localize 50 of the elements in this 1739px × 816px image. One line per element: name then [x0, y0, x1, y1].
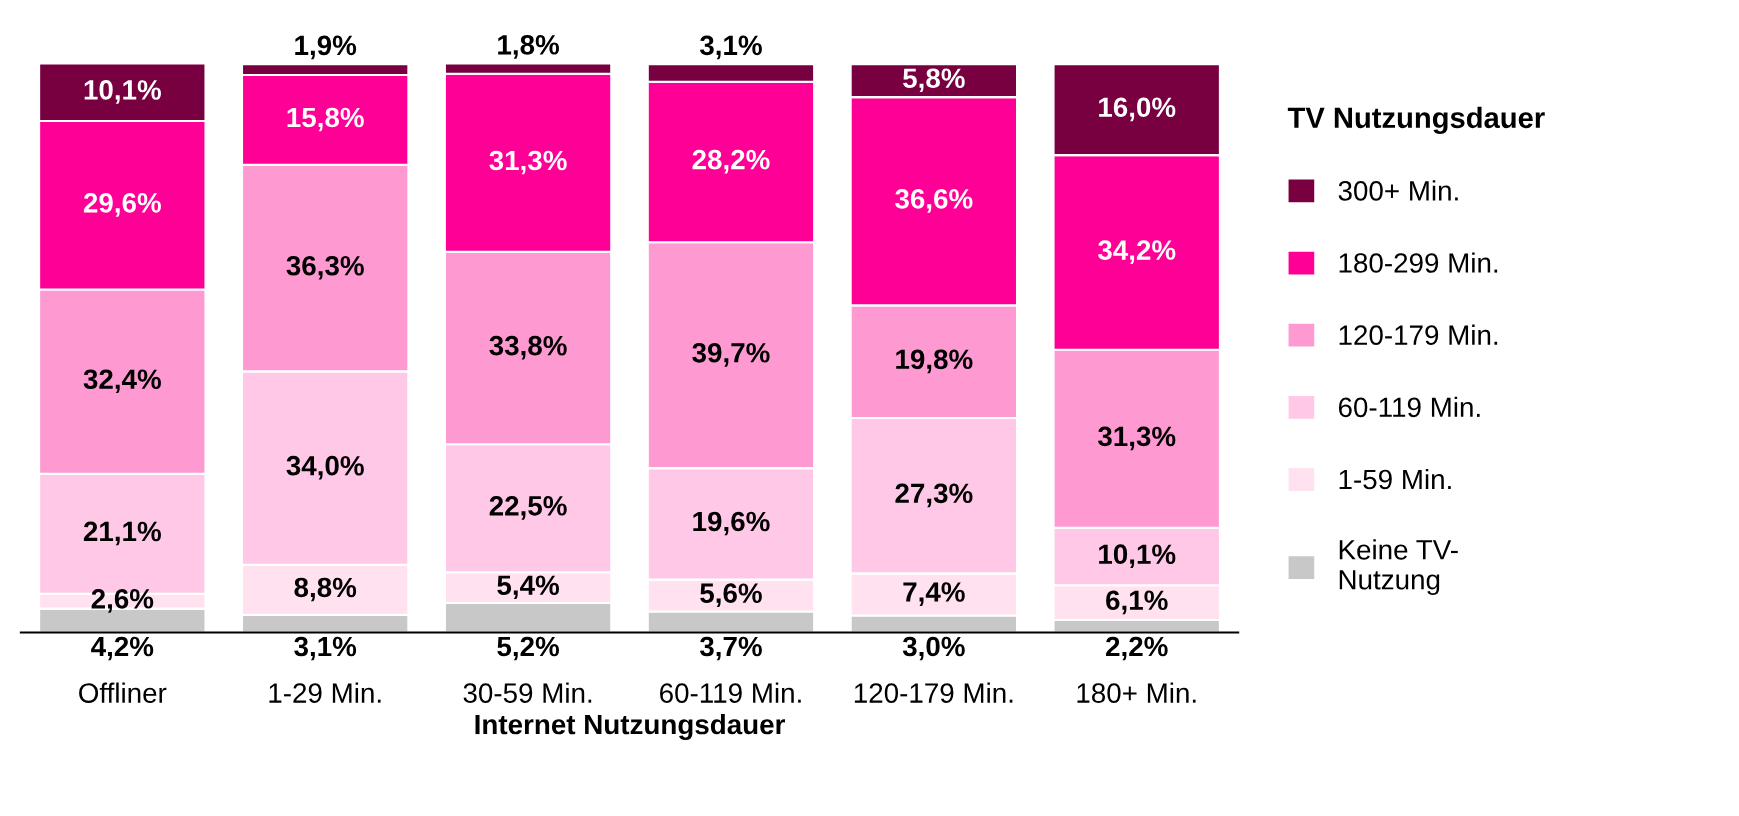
data-label: 15,8% — [287, 107, 364, 132]
data-label: 7,4% — [903, 582, 965, 606]
data-label: 4,2% — [91, 636, 154, 661]
x-tick-label: 1-29 Min. — [269, 682, 381, 703]
legend-label: 180-299 Min. — [1339, 252, 1498, 273]
data-label: 5,8% — [903, 68, 965, 93]
legend-label: Keine TV- Nutzung — [1339, 539, 1458, 596]
data-label: 36,3% — [286, 255, 364, 280]
data-label: 19,6% — [693, 511, 770, 536]
data-label: 39,7% — [692, 342, 770, 367]
data-label: 21,1% — [83, 521, 161, 546]
data-label: 34,2% — [1097, 240, 1176, 264]
data-label: 5,2% — [497, 636, 559, 661]
data-label: 2,2% — [1106, 636, 1168, 661]
data-label: 33,8% — [489, 335, 567, 360]
data-label: 8,8% — [294, 577, 357, 602]
data-label: 27,3% — [895, 483, 973, 508]
legend-title: TV Nutzungsdauer — [1287, 106, 1545, 135]
data-label: 6,1% — [1106, 590, 1168, 615]
data-label: 32,4% — [83, 369, 161, 394]
data-label: 3,1% — [294, 636, 357, 661]
data-label: 34,0% — [286, 455, 364, 480]
data-label: 2,6% — [91, 589, 154, 613]
data-label: 29,6% — [83, 193, 161, 217]
data-label: 16,0% — [1099, 97, 1176, 122]
x-tick-label: 60-119 Min. — [660, 682, 801, 703]
legend-label: 1-59 Min. — [1339, 468, 1451, 490]
legend-label: 120-179 Min. — [1339, 324, 1498, 345]
legend-label: 60-119 Min. — [1338, 396, 1480, 418]
legend-label: 300+ Min. — [1338, 180, 1458, 201]
data-label: 36,6% — [895, 189, 973, 213]
data-label: 31,3% — [1097, 426, 1176, 451]
data-label: 10,1% — [1099, 544, 1176, 569]
data-label: 5,6% — [700, 583, 762, 608]
x-tick-label: 120-179 Min. — [854, 682, 1013, 703]
x-tick-label: Offliner — [79, 682, 167, 703]
x-axis-title: Internet Nutzungsdauer — [475, 713, 785, 740]
data-label: 3,7% — [699, 636, 762, 661]
data-label: 31,3% — [489, 150, 567, 175]
data-label: 5,4% — [497, 575, 559, 600]
data-label: 1,9% — [295, 35, 357, 60]
x-tick-label: 30-59 Min. — [463, 682, 592, 703]
data-label: 22,5% — [489, 495, 567, 520]
data-label: 28,2% — [692, 149, 770, 174]
data-label: 1,8% — [498, 34, 559, 59]
data-label: 10,1% — [84, 80, 161, 104]
data-label: 19,8% — [896, 349, 973, 374]
data-label: 3,1% — [699, 35, 762, 60]
x-tick-label: 180+ Min. — [1077, 682, 1196, 703]
data-label: 3,0% — [902, 636, 965, 661]
